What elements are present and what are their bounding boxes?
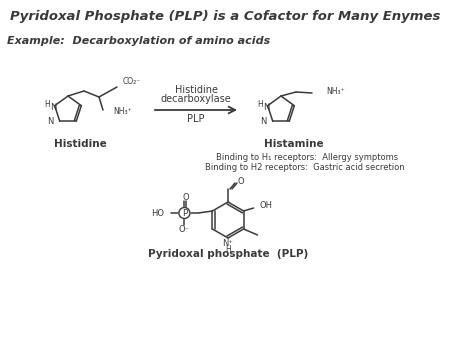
Text: N: N — [50, 103, 57, 112]
Text: HO: HO — [151, 209, 164, 217]
Text: O: O — [182, 193, 189, 201]
Circle shape — [179, 208, 190, 218]
Text: H: H — [44, 100, 50, 109]
Text: Pyridoxal phosphate  (PLP): Pyridoxal phosphate (PLP) — [148, 249, 308, 259]
Text: O: O — [238, 176, 245, 186]
Text: N: N — [47, 117, 54, 126]
Text: N: N — [264, 103, 270, 112]
Text: OH: OH — [260, 201, 273, 211]
Text: Histidine: Histidine — [54, 139, 106, 149]
Text: NH₃⁺: NH₃⁺ — [326, 88, 345, 97]
Text: O⁻: O⁻ — [179, 225, 190, 235]
Text: Pyridoxal Phosphate (PLP) is a Cofactor for Many Enymes: Pyridoxal Phosphate (PLP) is a Cofactor … — [10, 10, 440, 23]
Text: H: H — [225, 245, 231, 255]
Text: Histidine: Histidine — [175, 85, 217, 95]
Text: PLP: PLP — [187, 114, 205, 124]
Text: NH₃⁺: NH₃⁺ — [113, 106, 132, 116]
Text: Example:  Decarboxylation of amino acids: Example: Decarboxylation of amino acids — [7, 36, 270, 46]
Text: Histamine: Histamine — [264, 139, 324, 149]
Text: Binding to H2 receptors:  Gastric acid secretion: Binding to H2 receptors: Gastric acid se… — [205, 164, 405, 172]
Text: H: H — [257, 100, 263, 109]
Text: P: P — [182, 209, 187, 217]
Text: N: N — [261, 117, 267, 126]
Text: decarboxylase: decarboxylase — [161, 94, 231, 104]
Text: CO₂⁻: CO₂⁻ — [123, 77, 141, 87]
Text: N⁺: N⁺ — [223, 239, 234, 247]
Text: Binding to H₁ receptors:  Allergy symptoms: Binding to H₁ receptors: Allergy symptom… — [216, 153, 398, 163]
